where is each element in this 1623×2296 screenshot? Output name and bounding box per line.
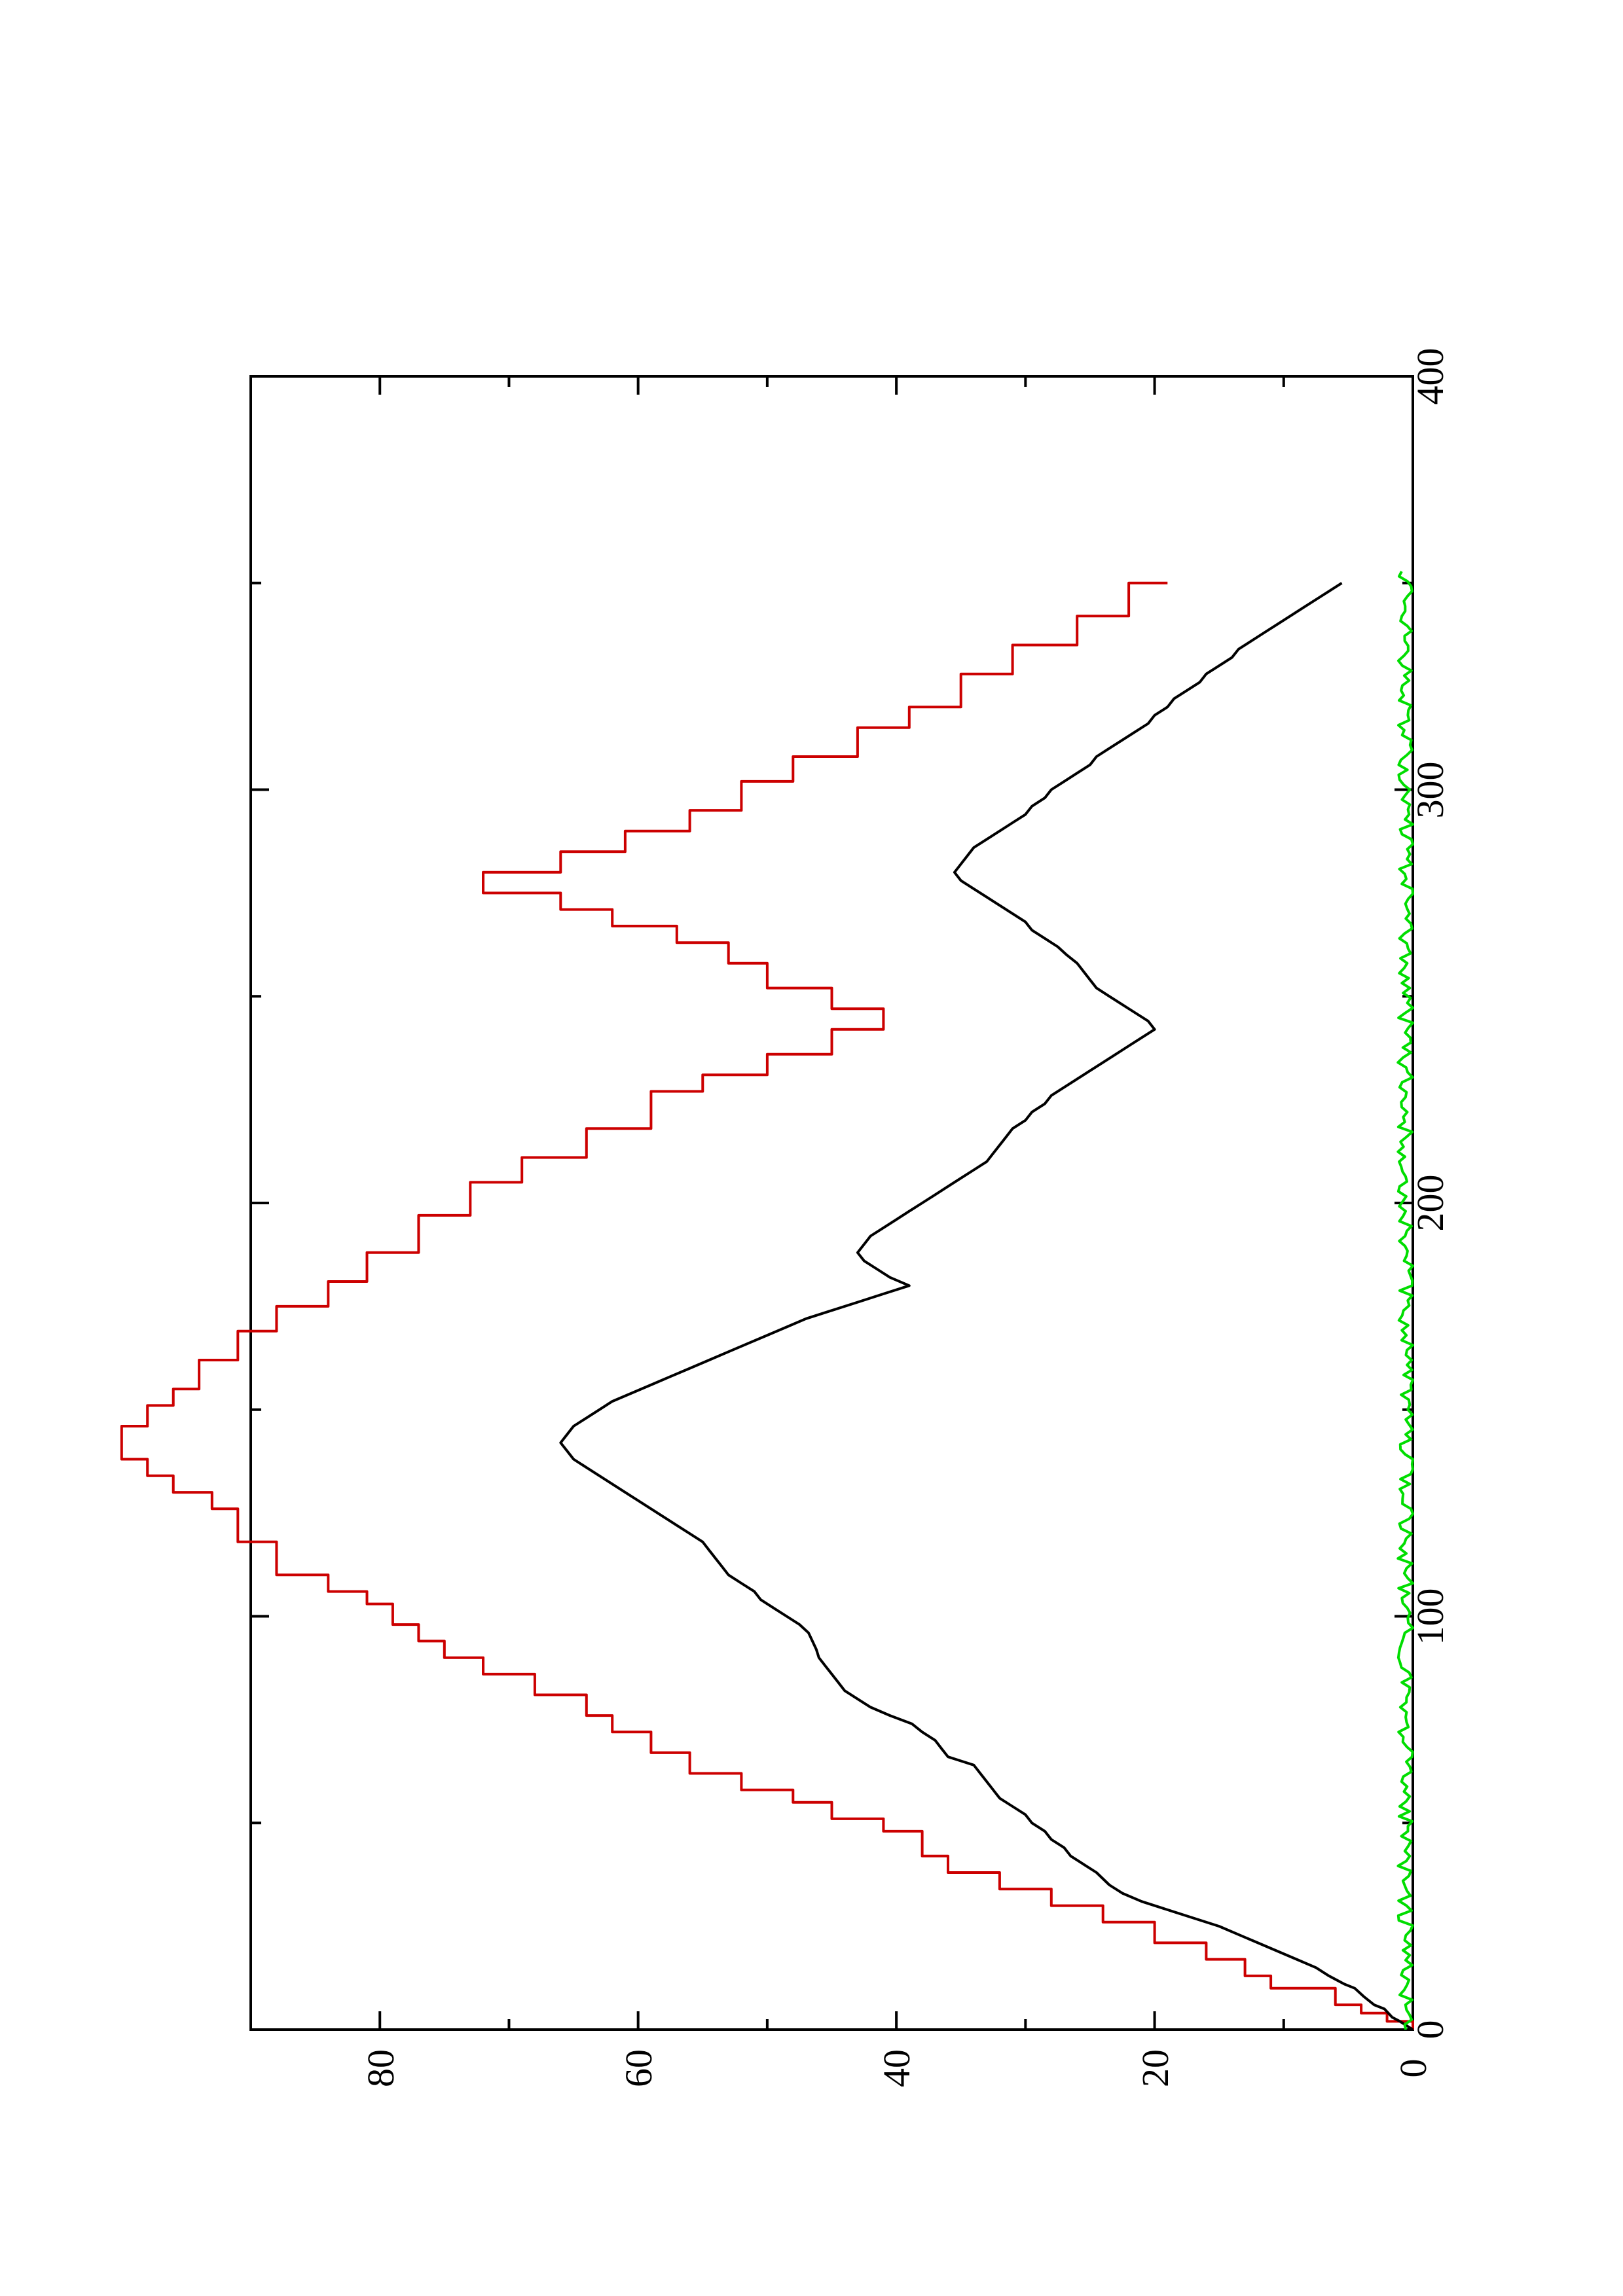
y-tick-label-80: 80 (359, 2049, 402, 2087)
y-tick-label-0: 0 (1392, 2059, 1434, 2078)
x-tick-label-400: 400 (1409, 348, 1451, 405)
y-tick-label-40: 40 (875, 2049, 918, 2087)
x-tick-labels: 0 100 200 300 400 (1409, 348, 1451, 2039)
x-tick-label-300: 300 (1409, 762, 1451, 819)
series-line-2 (559, 582, 1414, 2031)
series-line-3 (1396, 571, 1414, 2030)
y-tick-labels: 0 20 40 60 80 (359, 2049, 1434, 2087)
y-tick-label-60: 60 (617, 2049, 660, 2087)
ticks (251, 375, 1414, 2031)
series-line-1 (120, 581, 1414, 2030)
x-tick-label-100: 100 (1409, 1588, 1451, 1645)
x-tick-label-0: 0 (1409, 2020, 1451, 2039)
series (120, 571, 1414, 2031)
x-tick-label-200: 200 (1409, 1175, 1451, 1232)
plot-frame (249, 375, 1414, 2031)
y-tick-label-20: 20 (1134, 2049, 1176, 2087)
